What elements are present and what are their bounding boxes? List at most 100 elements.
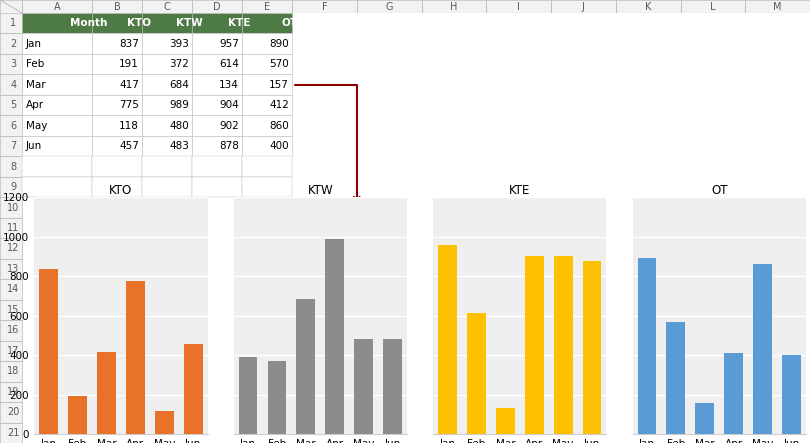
FancyBboxPatch shape xyxy=(242,34,292,54)
Text: 9: 9 xyxy=(11,182,16,192)
Text: L: L xyxy=(710,1,715,12)
FancyBboxPatch shape xyxy=(22,115,92,136)
Text: 372: 372 xyxy=(169,59,189,69)
Text: 191: 191 xyxy=(119,59,139,69)
Title: KTE: KTE xyxy=(509,184,531,197)
Text: 837: 837 xyxy=(119,39,139,49)
FancyBboxPatch shape xyxy=(680,0,745,13)
Text: OT: OT xyxy=(281,18,297,28)
FancyBboxPatch shape xyxy=(22,34,92,54)
Bar xyxy=(496,408,514,434)
Text: 8: 8 xyxy=(11,162,16,171)
Text: KTW: KTW xyxy=(176,18,202,28)
Text: Apr: Apr xyxy=(26,100,44,110)
FancyBboxPatch shape xyxy=(192,0,242,13)
Text: A: A xyxy=(53,1,60,12)
Bar xyxy=(637,258,656,434)
Text: 860: 860 xyxy=(269,120,289,131)
FancyBboxPatch shape xyxy=(745,0,810,13)
Text: 12: 12 xyxy=(7,244,19,253)
Text: KTO: KTO xyxy=(127,18,151,28)
Text: 614: 614 xyxy=(220,59,239,69)
FancyBboxPatch shape xyxy=(22,136,92,156)
FancyBboxPatch shape xyxy=(142,95,192,115)
Bar xyxy=(782,355,801,434)
FancyBboxPatch shape xyxy=(142,74,192,95)
Text: 17: 17 xyxy=(7,346,19,356)
Text: I: I xyxy=(518,1,520,12)
Text: 4: 4 xyxy=(11,80,16,89)
Text: 902: 902 xyxy=(220,120,239,131)
FancyBboxPatch shape xyxy=(0,74,22,95)
Text: 483: 483 xyxy=(169,141,189,151)
Text: 15: 15 xyxy=(7,305,19,315)
Text: C: C xyxy=(164,1,170,12)
Bar xyxy=(326,239,344,434)
Text: Mar: Mar xyxy=(26,80,45,89)
Text: 393: 393 xyxy=(169,39,189,49)
Bar xyxy=(667,322,685,434)
Bar xyxy=(184,344,202,434)
FancyBboxPatch shape xyxy=(0,279,22,299)
Text: 6: 6 xyxy=(11,120,16,131)
FancyBboxPatch shape xyxy=(292,0,356,13)
FancyBboxPatch shape xyxy=(92,115,142,136)
Text: F: F xyxy=(322,1,327,12)
FancyBboxPatch shape xyxy=(192,95,242,115)
Title: KTW: KTW xyxy=(308,184,333,197)
FancyBboxPatch shape xyxy=(242,13,292,34)
Bar xyxy=(68,396,87,434)
FancyBboxPatch shape xyxy=(0,34,22,54)
FancyBboxPatch shape xyxy=(192,54,242,74)
Text: 775: 775 xyxy=(119,100,139,110)
Text: 157: 157 xyxy=(269,80,289,89)
Text: Jun: Jun xyxy=(26,141,42,151)
Text: 412: 412 xyxy=(269,100,289,110)
Text: 21: 21 xyxy=(7,428,19,438)
FancyBboxPatch shape xyxy=(142,177,192,197)
Bar xyxy=(724,353,743,434)
Text: KTE: KTE xyxy=(228,18,250,28)
Text: 20: 20 xyxy=(7,407,19,417)
FancyBboxPatch shape xyxy=(0,136,22,156)
FancyBboxPatch shape xyxy=(0,0,22,13)
FancyBboxPatch shape xyxy=(22,0,92,13)
Bar xyxy=(267,361,287,434)
FancyBboxPatch shape xyxy=(0,54,22,74)
FancyBboxPatch shape xyxy=(192,115,242,136)
FancyBboxPatch shape xyxy=(242,0,292,13)
FancyBboxPatch shape xyxy=(192,136,242,156)
Text: 5: 5 xyxy=(10,100,16,110)
Text: 14: 14 xyxy=(7,284,19,295)
FancyBboxPatch shape xyxy=(92,156,142,177)
Bar xyxy=(438,245,457,434)
Bar xyxy=(467,313,486,434)
Text: 18: 18 xyxy=(7,366,19,377)
Text: 7: 7 xyxy=(10,141,16,151)
Text: 1: 1 xyxy=(11,18,16,28)
Bar xyxy=(126,281,145,434)
FancyBboxPatch shape xyxy=(0,423,22,443)
Text: 10: 10 xyxy=(7,202,19,213)
Bar xyxy=(582,261,602,434)
Text: B: B xyxy=(113,1,121,12)
FancyBboxPatch shape xyxy=(242,54,292,74)
Text: E: E xyxy=(264,1,270,12)
FancyBboxPatch shape xyxy=(242,74,292,95)
Bar xyxy=(39,269,58,434)
FancyBboxPatch shape xyxy=(92,54,142,74)
FancyBboxPatch shape xyxy=(142,136,192,156)
FancyBboxPatch shape xyxy=(192,74,242,95)
FancyBboxPatch shape xyxy=(242,177,292,197)
FancyBboxPatch shape xyxy=(92,74,142,95)
FancyBboxPatch shape xyxy=(22,156,92,177)
FancyBboxPatch shape xyxy=(192,156,242,177)
FancyBboxPatch shape xyxy=(242,156,292,177)
FancyBboxPatch shape xyxy=(0,197,22,218)
FancyBboxPatch shape xyxy=(551,0,616,13)
Bar xyxy=(239,357,258,434)
Text: 118: 118 xyxy=(119,120,139,131)
FancyBboxPatch shape xyxy=(142,115,192,136)
Text: 19: 19 xyxy=(7,387,19,397)
FancyBboxPatch shape xyxy=(142,156,192,177)
